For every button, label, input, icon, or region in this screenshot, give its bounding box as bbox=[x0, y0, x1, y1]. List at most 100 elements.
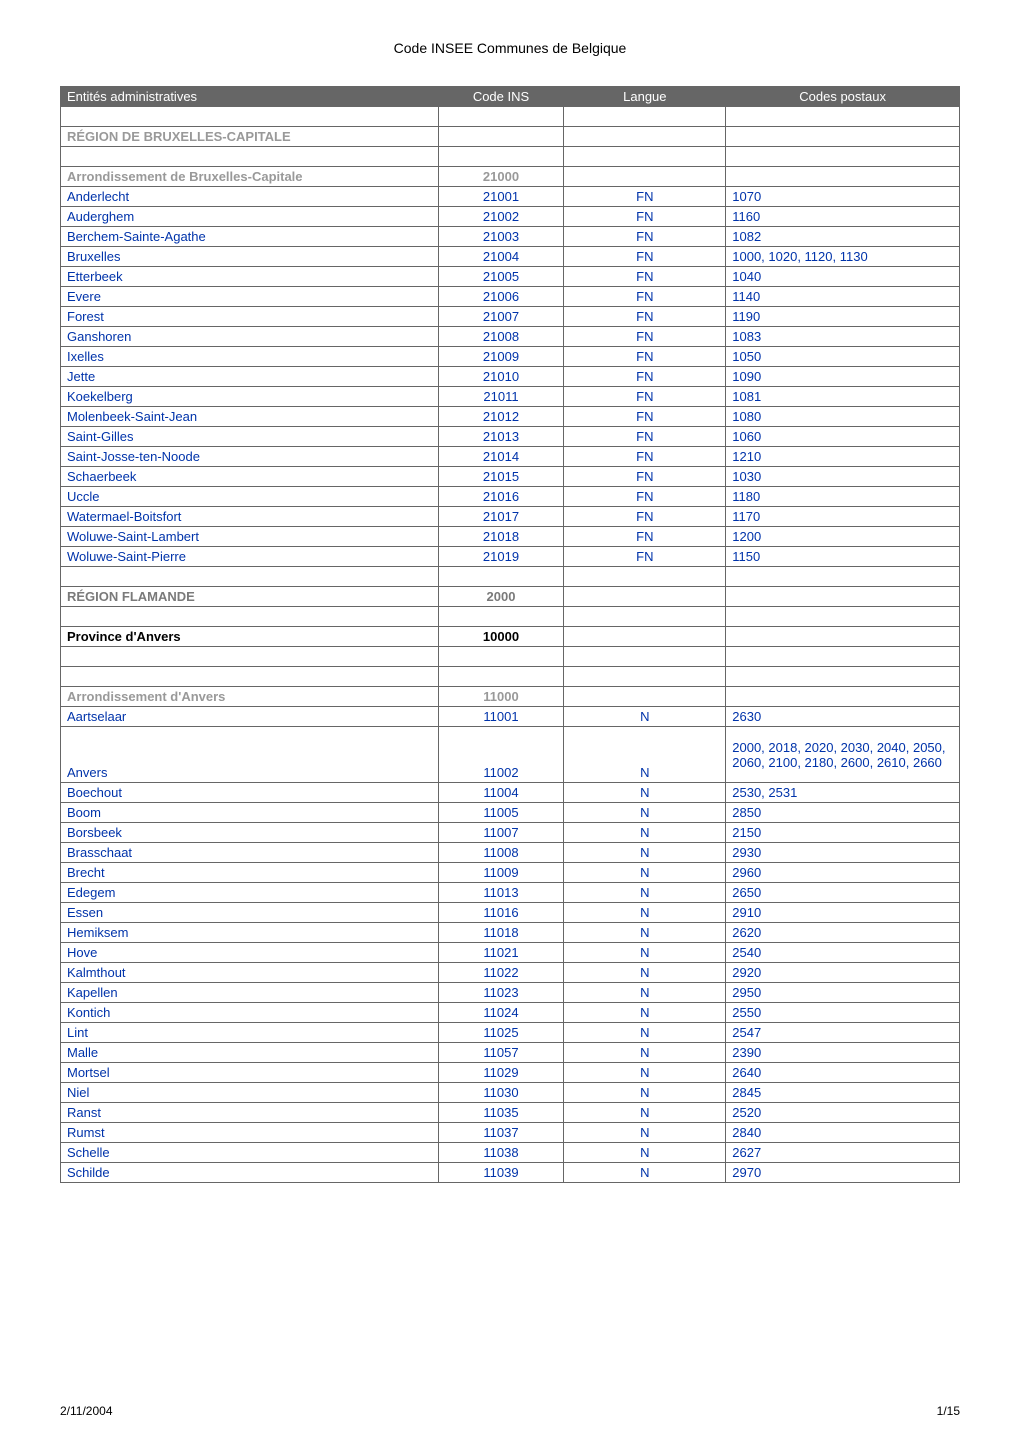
table-row: Forest21007FN1190 bbox=[61, 307, 960, 327]
header-entity: Entités administratives bbox=[61, 87, 439, 107]
cell-code: 21014 bbox=[438, 447, 564, 467]
cell-lang: N bbox=[564, 1083, 726, 1103]
table-row: Hove11021N2540 bbox=[61, 943, 960, 963]
cell-code bbox=[438, 567, 564, 587]
footer-pagination: 1/15 bbox=[937, 1404, 960, 1418]
cell-lang: N bbox=[564, 1143, 726, 1163]
table-row: Woluwe-Saint-Lambert21018FN1200 bbox=[61, 527, 960, 547]
table-row: Kalmthout11022N2920 bbox=[61, 963, 960, 983]
cell-entity: Kalmthout bbox=[61, 963, 439, 983]
cell-lang: N bbox=[564, 943, 726, 963]
page-title: Code INSEE Communes de Belgique bbox=[60, 40, 960, 56]
cell-postal: 2970 bbox=[726, 1163, 960, 1183]
cell-entity: Berchem-Sainte-Agathe bbox=[61, 227, 439, 247]
cell-code: 11000 bbox=[438, 687, 564, 707]
cell-lang bbox=[564, 667, 726, 687]
cell-entity: Brecht bbox=[61, 863, 439, 883]
cell-postal: 1080 bbox=[726, 407, 960, 427]
cell-lang: FN bbox=[564, 187, 726, 207]
cell-lang: N bbox=[564, 963, 726, 983]
table-row bbox=[61, 647, 960, 667]
cell-entity: Molenbeek-Saint-Jean bbox=[61, 407, 439, 427]
cell-lang: N bbox=[564, 983, 726, 1003]
cell-code: 11013 bbox=[438, 883, 564, 903]
cell-lang: FN bbox=[564, 427, 726, 447]
cell-code: 21009 bbox=[438, 347, 564, 367]
cell-entity: Ranst bbox=[61, 1103, 439, 1123]
cell-postal: 2547 bbox=[726, 1023, 960, 1043]
cell-entity: Schaerbeek bbox=[61, 467, 439, 487]
cell-postal: 1083 bbox=[726, 327, 960, 347]
cell-code: 11035 bbox=[438, 1103, 564, 1123]
cell-code: 11009 bbox=[438, 863, 564, 883]
cell-entity: Borsbeek bbox=[61, 823, 439, 843]
cell-entity: Woluwe-Saint-Lambert bbox=[61, 527, 439, 547]
cell-postal: 1050 bbox=[726, 347, 960, 367]
cell-code: 21003 bbox=[438, 227, 564, 247]
cell-postal: 2150 bbox=[726, 823, 960, 843]
cell-entity: Uccle bbox=[61, 487, 439, 507]
cell-code: 21007 bbox=[438, 307, 564, 327]
cell-postal bbox=[726, 687, 960, 707]
cell-entity: Rumst bbox=[61, 1123, 439, 1143]
cell-entity: Ganshoren bbox=[61, 327, 439, 347]
cell-lang: N bbox=[564, 1023, 726, 1043]
cell-code: 11024 bbox=[438, 1003, 564, 1023]
cell-entity: Kapellen bbox=[61, 983, 439, 1003]
cell-lang: FN bbox=[564, 227, 726, 247]
cell-postal: 2520 bbox=[726, 1103, 960, 1123]
cell-lang: N bbox=[564, 783, 726, 803]
cell-lang: FN bbox=[564, 367, 726, 387]
table-row: Aartselaar11001N2630 bbox=[61, 707, 960, 727]
cell-postal: 2930 bbox=[726, 843, 960, 863]
cell-entity: Schelle bbox=[61, 1143, 439, 1163]
cell-postal: 2650 bbox=[726, 883, 960, 903]
cell-code: 21015 bbox=[438, 467, 564, 487]
cell-lang: FN bbox=[564, 407, 726, 427]
cell-lang: FN bbox=[564, 287, 726, 307]
cell-code: 21017 bbox=[438, 507, 564, 527]
cell-code bbox=[438, 667, 564, 687]
cell-entity: Arrondissement de Bruxelles-Capitale bbox=[61, 167, 439, 187]
cell-lang: FN bbox=[564, 447, 726, 467]
cell-code: 21013 bbox=[438, 427, 564, 447]
table-row: Berchem-Sainte-Agathe21003FN1082 bbox=[61, 227, 960, 247]
cell-entity: RÉGION FLAMANDE bbox=[61, 587, 439, 607]
cell-entity: Hemiksem bbox=[61, 923, 439, 943]
cell-entity: Saint-Josse-ten-Noode bbox=[61, 447, 439, 467]
table-row: RÉGION FLAMANDE2000 bbox=[61, 587, 960, 607]
cell-code: 11029 bbox=[438, 1063, 564, 1083]
table-row: Schilde11039N2970 bbox=[61, 1163, 960, 1183]
cell-entity: Bruxelles bbox=[61, 247, 439, 267]
table-row: Province d'Anvers10000 bbox=[61, 627, 960, 647]
table-row: Kapellen11023N2950 bbox=[61, 983, 960, 1003]
table-row: Boechout11004N2530, 2531 bbox=[61, 783, 960, 803]
table-row bbox=[61, 107, 960, 127]
cell-code: 11038 bbox=[438, 1143, 564, 1163]
cell-postal: 1081 bbox=[726, 387, 960, 407]
cell-lang: FN bbox=[564, 467, 726, 487]
table-row: Malle11057N2390 bbox=[61, 1043, 960, 1063]
cell-code: 21000 bbox=[438, 167, 564, 187]
cell-entity: Arrondissement d'Anvers bbox=[61, 687, 439, 707]
cell-lang bbox=[564, 587, 726, 607]
cell-postal: 2390 bbox=[726, 1043, 960, 1063]
cell-entity: Jette bbox=[61, 367, 439, 387]
cell-code bbox=[438, 147, 564, 167]
cell-code: 11023 bbox=[438, 983, 564, 1003]
table-row: Rumst11037N2840 bbox=[61, 1123, 960, 1143]
cell-postal bbox=[726, 607, 960, 627]
cell-entity bbox=[61, 607, 439, 627]
table-row: Ixelles21009FN1050 bbox=[61, 347, 960, 367]
table-row: Brasschaat11008N2930 bbox=[61, 843, 960, 863]
cell-lang bbox=[564, 687, 726, 707]
cell-entity bbox=[61, 107, 439, 127]
cell-lang: N bbox=[564, 823, 726, 843]
cell-postal: 1180 bbox=[726, 487, 960, 507]
cell-lang: FN bbox=[564, 547, 726, 567]
cell-code: 11037 bbox=[438, 1123, 564, 1143]
cell-postal: 1150 bbox=[726, 547, 960, 567]
cell-code: 11021 bbox=[438, 943, 564, 963]
table-row: Etterbeek21005FN1040 bbox=[61, 267, 960, 287]
cell-postal bbox=[726, 667, 960, 687]
